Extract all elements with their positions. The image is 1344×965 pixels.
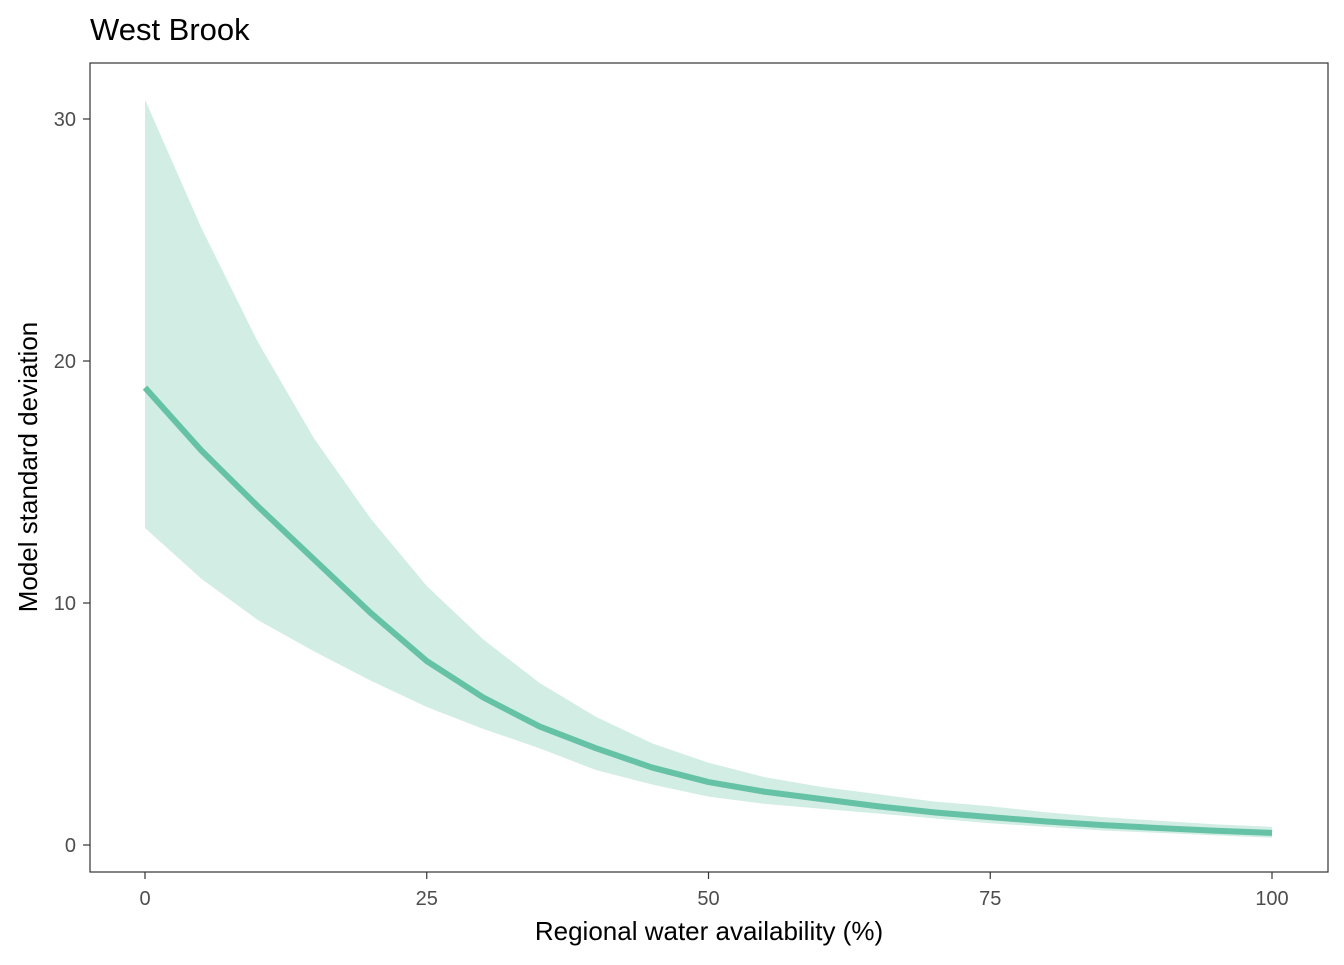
y-tick-label: 20 (54, 351, 76, 373)
x-axis: 0 25 50 75 100 (139, 872, 1289, 910)
x-tick-label: 25 (416, 888, 438, 910)
mean-line (142, 385, 1273, 836)
y-tick-label: 0 (65, 835, 76, 857)
y-tick-label: 10 (54, 593, 76, 615)
confidence-ribbon (145, 99, 1272, 838)
x-tick-label: 100 (1255, 888, 1288, 910)
chart-title: West Brook (90, 12, 250, 47)
x-tick-label: 75 (979, 888, 1001, 910)
x-tick-label: 0 (139, 888, 150, 910)
y-axis: 0 10 20 30 (54, 109, 90, 857)
x-tick-label: 50 (697, 888, 719, 910)
x-axis-label: Regional water availability (%) (535, 916, 883, 946)
y-tick-label: 30 (54, 109, 76, 131)
y-axis-label: Model standard deviation (13, 322, 43, 613)
